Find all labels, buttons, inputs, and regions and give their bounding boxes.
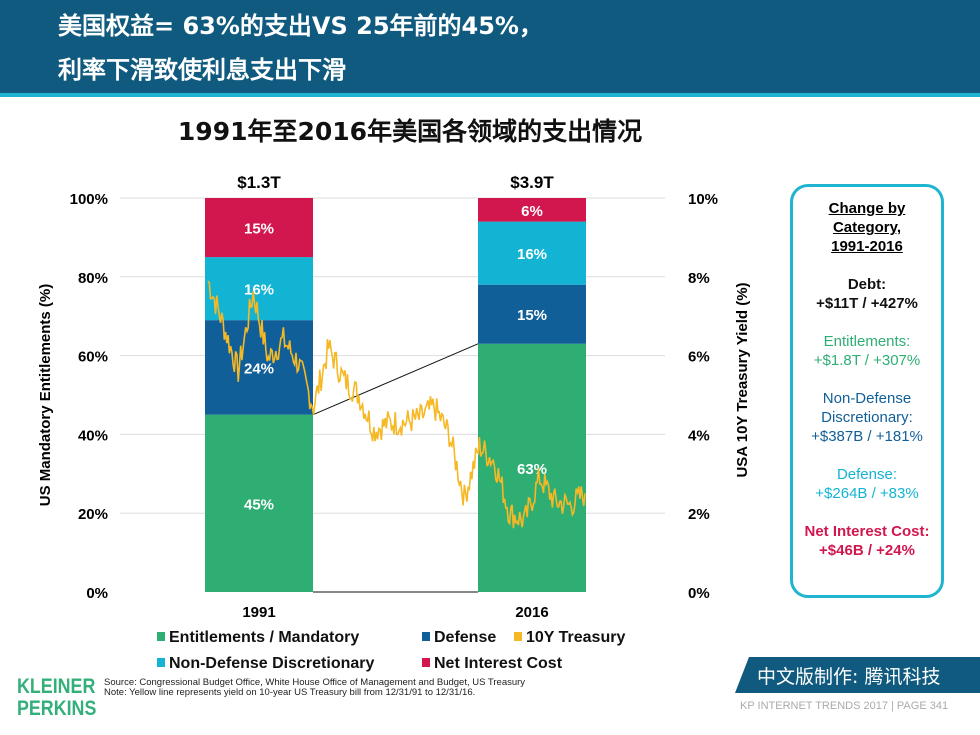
y2-tick-label: 0% [688,585,710,602]
box-item: Defense: +$264B / +83% [815,466,919,502]
box-item: Net Interest Cost: +$46B / +24% [804,523,930,559]
header-accent [0,93,980,97]
box-item: Entitlements: +$1.8T / +307% [813,333,921,369]
treasury-yield-line [207,280,586,529]
change-box: Change by Category, 1991-2016 Debt: +$11T… [790,184,944,598]
y2-axis-label: USA 10Y Treasury Yield (%) [734,282,751,477]
headline-line1: 美国权益= 63%的支出VS 25年前的45%， [58,12,543,40]
box-heading: Change by Category, 1991-2016 [828,200,906,255]
bar-total: $3.9T [510,173,554,192]
y-axis-label: US Mandatory Entitlements (%) [37,284,54,507]
x-tick-label: 1991 [242,604,275,621]
bar-segment [205,198,313,258]
y2-tick-label: 8% [688,270,710,287]
legend-interest: Net Interest Cost [422,655,562,673]
legend-treasury: 10Y Treasury [514,629,625,647]
data-label: 16% [517,246,547,263]
x-tick-label: 2016 [515,604,548,621]
cn-badge: 中文版制作: 腾讯科技 [735,657,980,693]
box-item: Non-Defense Discretionary: +$387B / +181% [811,390,923,445]
data-label: 6% [521,203,543,220]
data-label: 45% [244,496,274,513]
bar-segment [205,257,313,321]
legend-nondefense: Non-Defense Discretionary [157,655,374,673]
bar-segment [205,414,313,592]
headline-line2: 利率下滑致使利息支出下滑 [58,56,346,84]
data-label: 63% [517,461,547,478]
bar-segment [478,221,586,285]
source-note: Source: Congressional Budget Office, Whi… [104,677,526,698]
data-label: 24% [244,360,274,377]
data-label: 16% [244,282,274,299]
y-tick-label: 80% [78,270,108,287]
page-number: KP INTERNET TRENDS 2017 | PAGE 341 [740,700,949,712]
y2-tick-label: 6% [688,349,710,366]
y-tick-label: 40% [78,427,108,444]
legend-entitlements: Entitlements / Mandatory [157,629,359,647]
data-label: 15% [517,307,547,324]
bar-segment [478,284,586,344]
y-tick-label: 20% [78,506,108,523]
header: 美国权益= 63%的支出VS 25年前的45%， 利率下滑致使利息支出下滑 [0,0,980,97]
legend-defense: Defense [422,629,496,647]
y-tick-label: 100% [70,191,108,208]
box-item: Debt: +$11T / +427% [816,276,918,312]
y2-tick-label: 10% [688,191,718,208]
bar-total: $1.3T [237,173,281,192]
chart-title: 1991年至2016年美国各领域的支出情况 [177,117,643,146]
kleiner-perkins-logo: KLEINER PERKINS [17,675,97,720]
y-tick-label: 60% [78,349,108,366]
data-label: 15% [244,221,274,238]
y2-tick-label: 2% [688,506,710,523]
bar-segment [478,198,586,222]
connector-line [312,343,479,416]
bar-segment [478,343,586,592]
y-tick-label: 0% [86,585,108,602]
y2-tick-label: 4% [688,427,710,444]
